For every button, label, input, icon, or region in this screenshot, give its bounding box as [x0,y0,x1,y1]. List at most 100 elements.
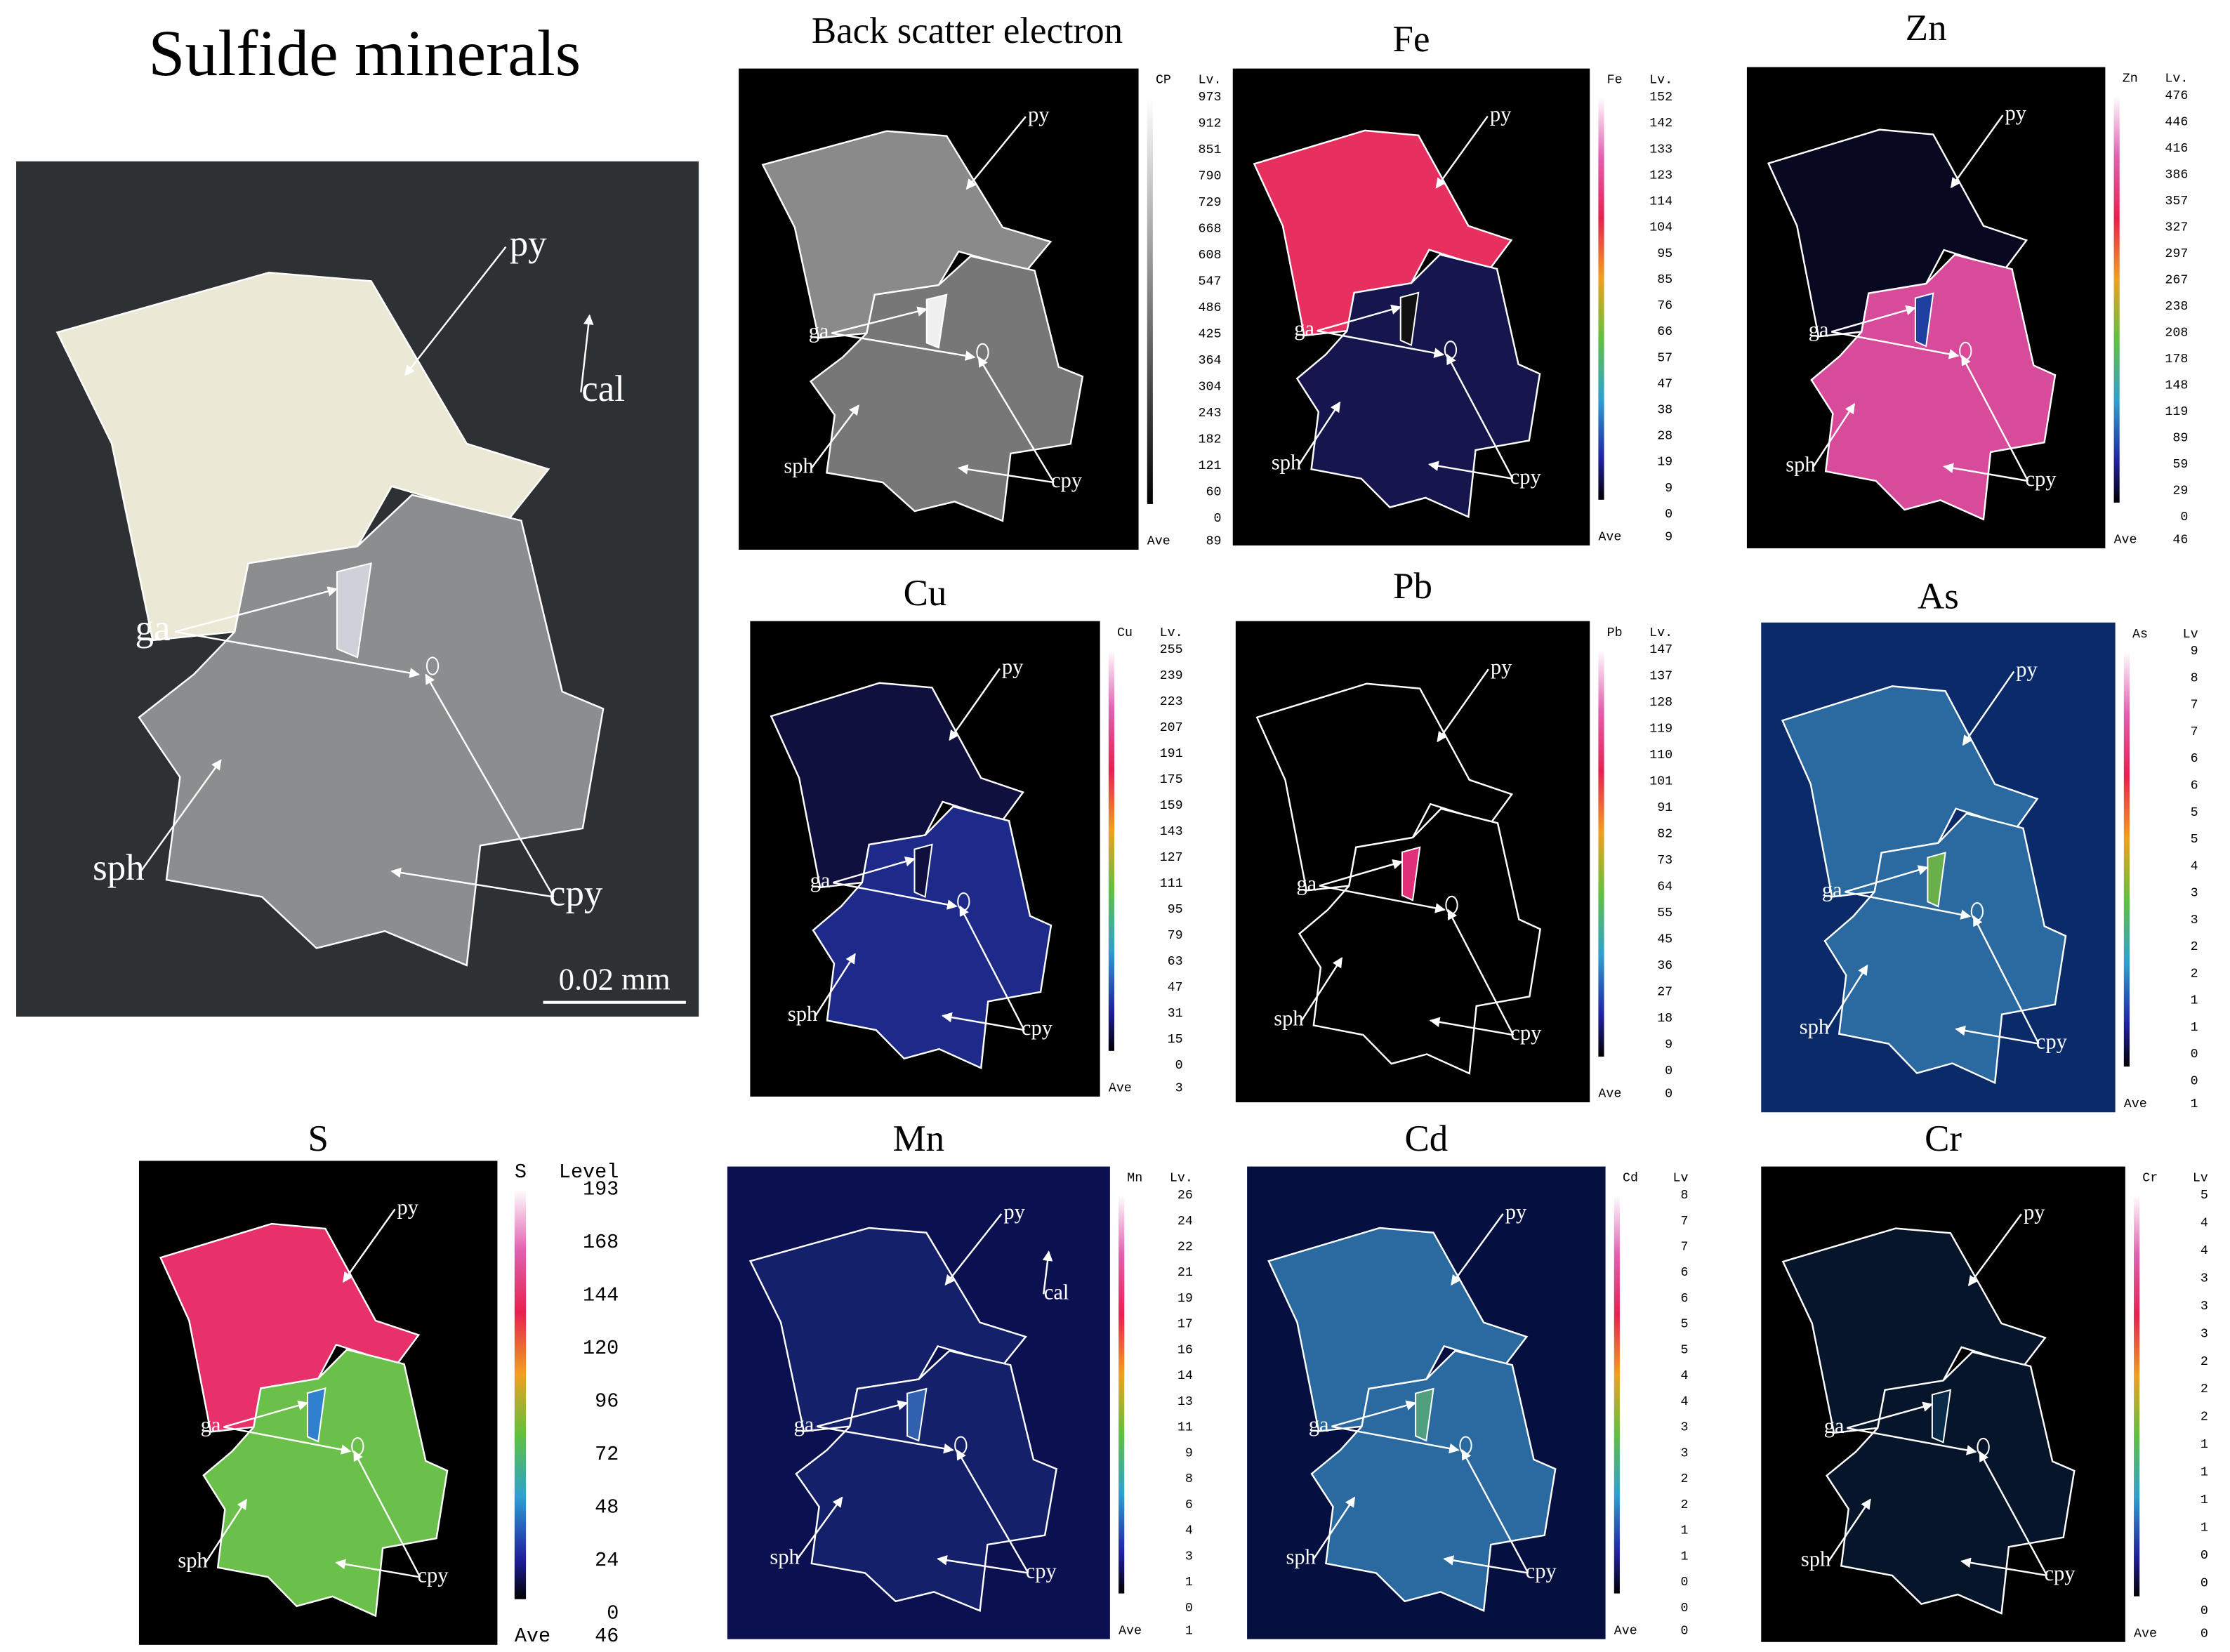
scale-level: 486 [1199,301,1222,315]
scale-element: Cr [2142,1172,2158,1186]
scale-level: 238 [2165,300,2188,314]
scale-level: 425 [1199,328,1222,342]
galena-region [906,1387,928,1442]
scale-level: 79 [1168,929,1183,943]
mineral-label: ga [1309,1413,1329,1436]
mineral-label: py [1491,655,1512,679]
sphalerite-region [1825,1351,2076,1615]
mineral-label: sph [93,847,144,888]
map-title: Mn [893,1118,944,1159]
ave-value: 46 [595,1625,619,1648]
scale-level: 9 [1665,1038,1672,1052]
map-title: Back scatter electron [812,11,1123,51]
color-scale [1108,649,1114,1051]
mineral-label: cpy [1051,468,1083,492]
pointer-arrow [390,867,554,898]
ave-value: 3 [1175,1082,1183,1096]
color-scale [1119,1195,1125,1594]
scale-level: 11 [1177,1421,1193,1435]
scale-level: 147 [1649,643,1672,657]
scale-level: 8 [1185,1472,1193,1486]
scale-element: Cu [1117,626,1133,640]
scale-level: 386 [2165,168,2188,183]
mineral-label: cpy [418,1563,449,1587]
mineral-label: py [510,223,547,264]
pointer-arrow [1828,1498,1871,1562]
scale-level: 19 [1657,456,1672,470]
scale-level: 96 [595,1390,619,1413]
scale-header: Lv [2183,628,2198,642]
scale-level: 6 [1185,1498,1193,1512]
map-title: Cd [1405,1118,1449,1159]
pointer-arrow [1972,915,2040,1045]
ave-label: Ave [1147,535,1170,549]
pyrite-region [761,130,1053,339]
ave-value: 0 [1665,1088,1672,1102]
pointer-arrow [404,246,507,376]
mineral-label: sph [1800,1015,1829,1039]
pointer-arrow [1427,461,1513,480]
scale-level: 0 [1665,1064,1672,1078]
scale-level: 63 [1168,955,1183,969]
scale-level: 3 [2201,1327,2208,1341]
mineral-label: sph [784,454,813,477]
ave-label: Ave [2114,534,2137,548]
scale-level: 121 [1199,459,1222,473]
pointer-arrow [1830,305,1917,333]
scale-level: 7 [2191,725,2198,739]
mineral-label: sph [1801,1547,1830,1571]
scale-header: Level [559,1161,619,1184]
scale-element: Fe [1607,74,1623,88]
ave-label: Ave [1109,1082,1132,1096]
scale-level: 28 [1657,430,1672,444]
color-scale [1614,1195,1620,1594]
mineral-label: cpy [2044,1561,2076,1585]
scale-bar-label: 0.02 mm [559,961,671,996]
pointer-arrow [1451,1213,1504,1286]
mineral-label: py [1505,1200,1527,1224]
scale-level: 127 [1160,851,1183,865]
scale-level: 6 [2191,779,2198,793]
scale-level: 7 [1681,1215,1689,1229]
scale-level: 0 [1665,508,1672,522]
scale-level: 91 [1657,801,1672,815]
scale-level: 128 [1649,696,1672,710]
scale-level: 15 [1168,1033,1183,1047]
scale-level: 1 [2201,1493,2208,1507]
mineral-label: cpy [1510,465,1542,489]
scale-element: Zn [2123,72,2138,86]
scale-level: 2 [2201,1382,2208,1396]
pointer-arrow [1812,403,1856,468]
scale-level: 5 [1681,1343,1689,1357]
pointer-arrow [1319,885,1446,913]
pointer-arrow [1950,114,2004,189]
scale-level: 7 [1681,1241,1689,1255]
scale-level: 64 [1657,880,1672,894]
pointer-arrow [816,1400,909,1427]
scale-level: 175 [1160,773,1183,787]
scale-header: Lv. [1160,626,1183,640]
scale-level: 47 [1657,377,1672,391]
mineral-label: ga [809,319,829,343]
scale-level: 0 [1681,1601,1689,1615]
color-scale [1598,649,1604,1057]
scale-level: 5 [1681,1318,1689,1332]
pyrite-region [159,1222,421,1433]
scale-level: 729 [1199,196,1222,210]
scale-level: 101 [1649,775,1672,789]
scale-level: 416 [2165,142,2188,156]
scale-level: 6 [2191,752,2198,766]
scale-level: 973 [1199,91,1222,105]
scale-level: 152 [1649,91,1672,105]
mineral-label: ga [1822,878,1842,901]
scale-level: 17 [1177,1318,1193,1332]
map-title: Zn [1906,8,1947,48]
scale-level: 0 [2191,1048,2198,1062]
scale-level: 912 [1199,117,1222,131]
scale-level: 27 [1657,986,1672,1000]
pointer-arrow [1331,1425,1460,1454]
scale-header: Lv. [1170,1172,1193,1186]
mineral-label: py [1028,103,1050,126]
mineral-label: sph [1786,452,1815,476]
